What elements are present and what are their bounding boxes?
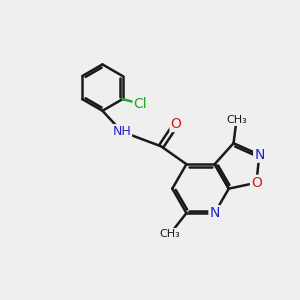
Text: O: O: [171, 117, 182, 131]
Text: N: N: [209, 206, 220, 220]
Text: CH₃: CH₃: [226, 115, 247, 125]
Text: NH: NH: [112, 125, 131, 138]
Text: N: N: [254, 148, 265, 162]
Text: O: O: [251, 176, 262, 190]
Text: CH₃: CH₃: [160, 229, 180, 239]
Text: Cl: Cl: [134, 97, 147, 111]
